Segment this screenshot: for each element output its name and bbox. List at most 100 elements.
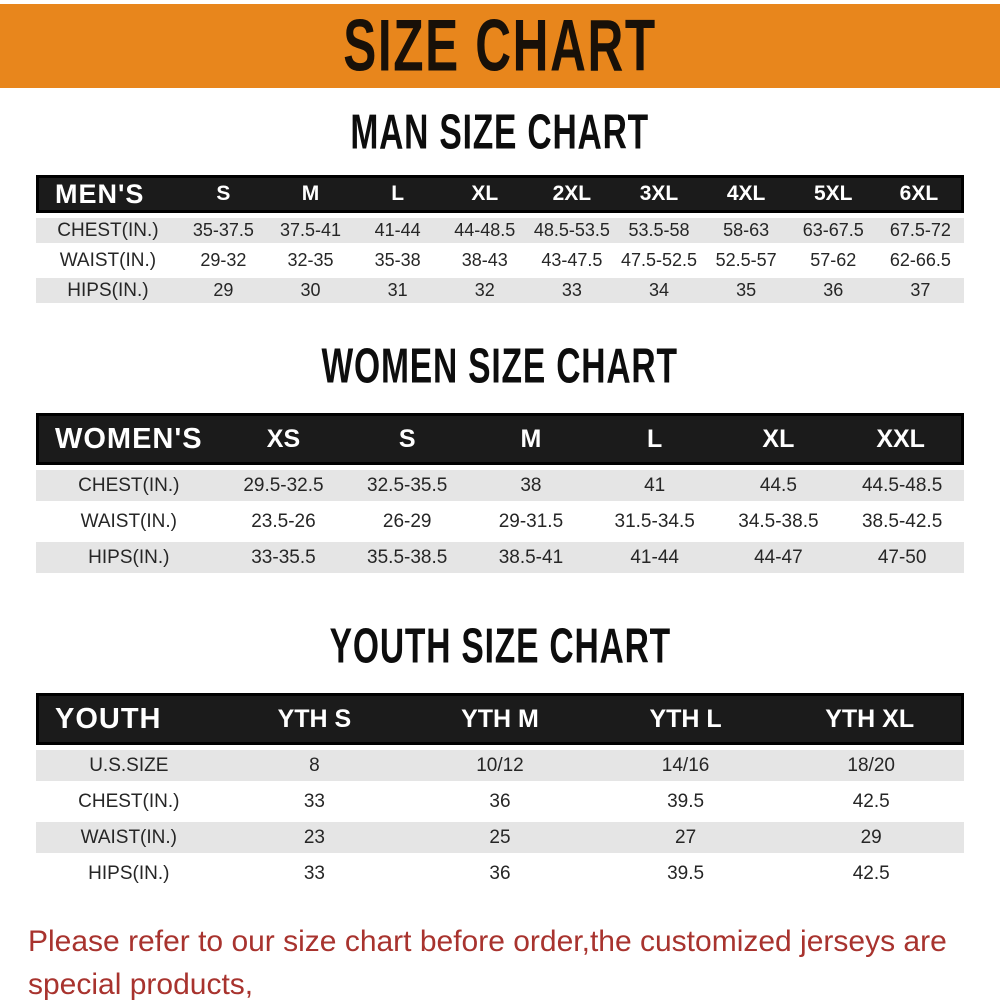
- youth-column-header: YTH S: [221, 693, 408, 745]
- row-label: HIPS(IN.): [36, 278, 180, 303]
- size-value-cell: 31: [354, 278, 442, 303]
- men-table-row: WAIST(IN.) 29-32 32-35 35-38 38-43 43-47.5 47.…: [36, 248, 964, 273]
- size-value-cell: 10/12: [407, 750, 593, 781]
- size-value-cell: 32-35: [266, 248, 355, 273]
- men-header-row: MEN'S S M L XL 2XL 3XL 4XL 5XL 6XL: [36, 175, 964, 213]
- row-label: CHEST(IN.): [36, 470, 222, 501]
- size-value-cell: 34: [615, 278, 703, 303]
- men-corner-label: MEN'S: [36, 175, 180, 213]
- disclaimer: Please refer to our size chart before or…: [28, 920, 1000, 1000]
- size-value-cell: 47-50: [840, 542, 964, 573]
- youth-table-row: CHEST(IN.) 33 36 39.5 42.5: [36, 786, 964, 817]
- women-table-row: CHEST(IN.) 29.5-32.5 32.5-35.5 38 41 44.5 44.5…: [36, 470, 964, 501]
- youth-column-header: YTH XL: [778, 693, 964, 745]
- size-value-cell: 36: [407, 858, 593, 889]
- size-value-cell: 35: [702, 278, 790, 303]
- men-column-header: XL: [441, 175, 529, 213]
- row-label: WAIST(IN.): [36, 248, 180, 273]
- youth-table-row: HIPS(IN.) 33 36 39.5 42.5: [36, 858, 964, 889]
- men-column-header: 5XL: [789, 175, 877, 213]
- size-value-cell: 63-67.5: [789, 218, 877, 243]
- men-column-header: 4XL: [702, 175, 790, 213]
- size-value-cell: 44.5-48.5: [840, 470, 964, 501]
- size-value-cell: 23.5-26: [221, 506, 346, 537]
- men-column-header: S: [179, 175, 267, 213]
- row-label: HIPS(IN.): [36, 542, 222, 573]
- size-value-cell: 36: [789, 278, 877, 303]
- women-header-row: WOMEN'S XS S M L XL XXL: [36, 413, 964, 465]
- size-value-cell: 25: [407, 822, 593, 853]
- youth-column-header: YTH L: [592, 693, 779, 745]
- size-value-cell: 26-29: [345, 506, 470, 537]
- size-value-cell: 31.5-34.5: [592, 506, 717, 537]
- size-value-cell: 35-38: [354, 248, 442, 273]
- size-value-cell: 33-35.5: [221, 542, 346, 573]
- size-value-cell: 18/20: [778, 750, 964, 781]
- men-section-title-text: MAN SIZE CHART: [350, 103, 650, 160]
- size-value-cell: 48.5-53.5: [528, 218, 616, 243]
- women-column-header: S: [345, 413, 470, 465]
- size-value-cell: 27: [592, 822, 779, 853]
- women-table-row: HIPS(IN.) 33-35.5 35.5-38.5 38.5-41 41-44 44-…: [36, 542, 964, 573]
- size-value-cell: 42.5: [778, 858, 964, 889]
- women-section-title: WOMEN SIZE CHART: [0, 338, 1000, 393]
- youth-table-row: U.S.SIZE 8 10/12 14/16 18/20: [36, 750, 964, 781]
- size-value-cell: 58-63: [702, 218, 790, 243]
- size-value-cell: 53.5-58: [615, 218, 703, 243]
- women-column-header: M: [469, 413, 593, 465]
- size-value-cell: 8: [221, 750, 408, 781]
- women-section-title-text: WOMEN SIZE CHART: [321, 337, 679, 394]
- men-table-row: CHEST(IN.) 35-37.5 37.5-41 41-44 44-48.5 48.5…: [36, 218, 964, 243]
- men-size-table: MEN'S S M L XL 2XL 3XL 4XL 5XL 6XL CHEST(IN.) 35-37…: [36, 170, 964, 308]
- size-value-cell: 33: [221, 858, 408, 889]
- row-label: CHEST(IN.): [36, 786, 222, 817]
- size-value-cell: 37: [876, 278, 964, 303]
- section-women: WOMEN SIZE CHART WOMEN'S XS S M L XL XXL CHEST(…: [0, 338, 1000, 578]
- men-column-header: 3XL: [615, 175, 703, 213]
- size-value-cell: 43-47.5: [528, 248, 616, 273]
- size-value-cell: 14/16: [592, 750, 779, 781]
- size-value-cell: 29: [179, 278, 267, 303]
- youth-column-header: YTH M: [407, 693, 593, 745]
- size-value-cell: 41: [592, 470, 717, 501]
- youth-size-table: YOUTH YTH S YTH M YTH L YTH XL U.S.SIZE 8 10/12…: [36, 688, 964, 894]
- women-column-header: L: [592, 413, 717, 465]
- men-column-header: M: [266, 175, 355, 213]
- size-value-cell: 38-43: [441, 248, 529, 273]
- disclaimer-line-1: Please refer to our size chart before or…: [28, 925, 947, 1000]
- youth-table-row: WAIST(IN.) 23 25 27 29: [36, 822, 964, 853]
- size-value-cell: 57-62: [789, 248, 877, 273]
- size-value-cell: 44-48.5: [441, 218, 529, 243]
- size-value-cell: 37.5-41: [266, 218, 355, 243]
- size-value-cell: 67.5-72: [876, 218, 964, 243]
- row-label: WAIST(IN.): [36, 506, 222, 537]
- size-value-cell: 35.5-38.5: [345, 542, 470, 573]
- size-value-cell: 47.5-52.5: [615, 248, 703, 273]
- section-youth: YOUTH SIZE CHART YOUTH YTH S YTH M YTH L YTH…: [0, 618, 1000, 894]
- women-corner-label: WOMEN'S: [36, 413, 222, 465]
- size-value-cell: 38: [469, 470, 593, 501]
- men-column-header: 6XL: [876, 175, 964, 213]
- women-column-header: XXL: [840, 413, 964, 465]
- size-value-cell: 35-37.5: [179, 218, 267, 243]
- size-value-cell: 42.5: [778, 786, 964, 817]
- youth-section-title-text: YOUTH SIZE CHART: [329, 617, 671, 674]
- women-table-row: WAIST(IN.) 23.5-26 26-29 29-31.5 31.5-34.5 34…: [36, 506, 964, 537]
- size-value-cell: 33: [221, 786, 408, 817]
- size-value-cell: 30: [266, 278, 355, 303]
- size-value-cell: 39.5: [592, 786, 779, 817]
- size-value-cell: 33: [528, 278, 616, 303]
- women-size-table: WOMEN'S XS S M L XL XXL CHEST(IN.) 29.5-32.5 32.5…: [36, 408, 964, 578]
- men-section-title: MAN SIZE CHART: [0, 104, 1000, 159]
- size-value-cell: 41-44: [592, 542, 717, 573]
- size-value-cell: 39.5: [592, 858, 779, 889]
- size-value-cell: 29.5-32.5: [221, 470, 346, 501]
- row-label: HIPS(IN.): [36, 858, 222, 889]
- size-value-cell: 41-44: [354, 218, 442, 243]
- size-value-cell: 44-47: [716, 542, 841, 573]
- size-value-cell: 44.5: [716, 470, 841, 501]
- size-value-cell: 38.5-42.5: [840, 506, 964, 537]
- size-value-cell: 38.5-41: [469, 542, 593, 573]
- men-column-header: 2XL: [528, 175, 616, 213]
